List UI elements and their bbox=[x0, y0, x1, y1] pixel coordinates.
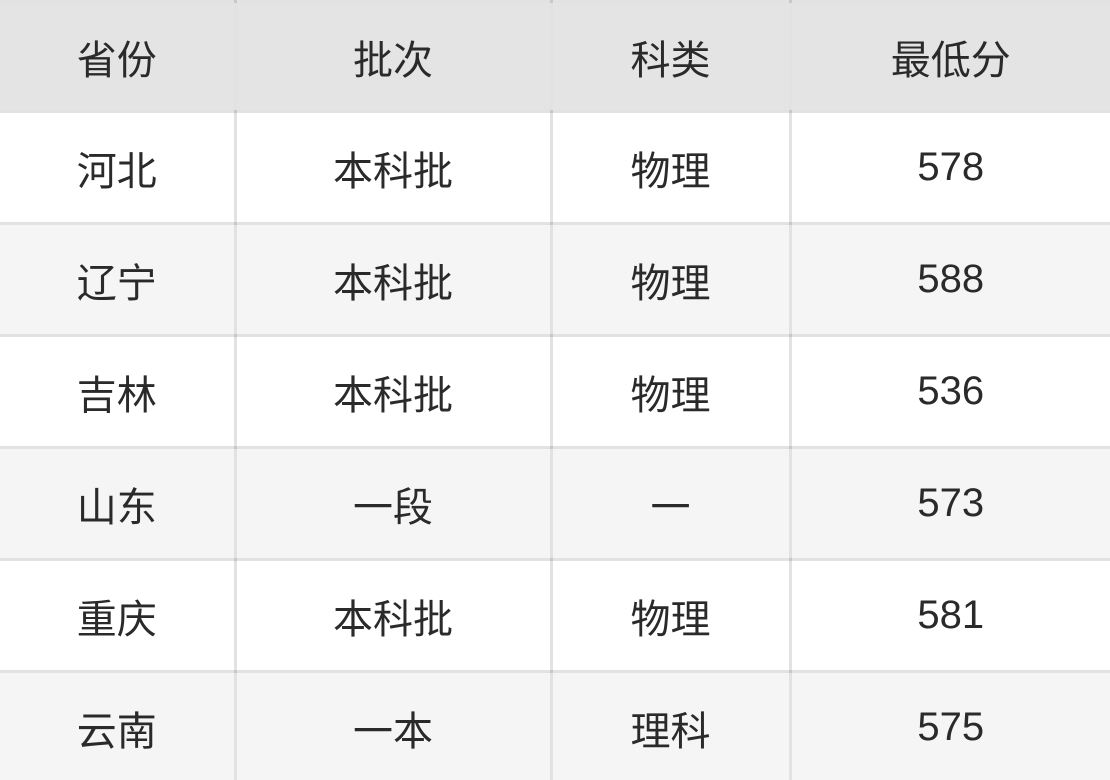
column-header-min_score: 最低分 bbox=[788, 0, 1110, 113]
cell-batch: 一段 bbox=[233, 446, 553, 561]
table-row: 吉林 本科批 物理 536 bbox=[0, 334, 1110, 449]
cell-province: 云南 bbox=[0, 670, 237, 780]
table-row: 辽宁 本科批 物理 588 bbox=[0, 222, 1110, 337]
cell-category: 物理 bbox=[549, 222, 792, 337]
cell-province: 山东 bbox=[0, 446, 237, 561]
header-row: 省份 批次 科类 最低分 bbox=[0, 0, 1110, 113]
table-row: 云南 一本 理科 575 bbox=[0, 670, 1110, 780]
column-header-batch: 批次 bbox=[233, 0, 553, 113]
cell-min_score: 578 bbox=[788, 110, 1110, 225]
cell-min_score: 573 bbox=[788, 446, 1110, 561]
cell-batch: 本科批 bbox=[233, 558, 553, 673]
table-header: 省份 批次 科类 最低分 bbox=[0, 0, 1110, 113]
cell-category: 物理 bbox=[549, 558, 792, 673]
cell-category: 理科 bbox=[549, 670, 792, 780]
cell-province: 重庆 bbox=[0, 558, 237, 673]
cell-batch: 本科批 bbox=[233, 222, 553, 337]
cell-category: 一 bbox=[549, 446, 792, 561]
cell-min_score: 536 bbox=[788, 334, 1110, 449]
cell-batch: 本科批 bbox=[233, 110, 553, 225]
cell-min_score: 581 bbox=[788, 558, 1110, 673]
cell-min_score: 575 bbox=[788, 670, 1110, 780]
cell-batch: 一本 bbox=[233, 670, 553, 780]
cell-batch: 本科批 bbox=[233, 334, 553, 449]
cell-province: 辽宁 bbox=[0, 222, 237, 337]
cell-province: 河北 bbox=[0, 110, 237, 225]
column-header-category: 科类 bbox=[549, 0, 792, 113]
cell-category: 物理 bbox=[549, 334, 792, 449]
cell-category: 物理 bbox=[549, 110, 792, 225]
table-row: 山东 一段一 573 bbox=[0, 446, 1110, 561]
cell-min_score: 588 bbox=[788, 222, 1110, 337]
table-body: 河北 本科批 物理 578 辽宁 本科批 物理 588 吉林 本科批 物理 536 山东 一段一 573 重庆… bbox=[0, 110, 1110, 780]
cell-province: 吉林 bbox=[0, 334, 237, 449]
column-header-province: 省份 bbox=[0, 0, 237, 113]
table-row: 河北 本科批 物理 578 bbox=[0, 110, 1110, 225]
table-row: 重庆 本科批 物理 581 bbox=[0, 558, 1110, 673]
